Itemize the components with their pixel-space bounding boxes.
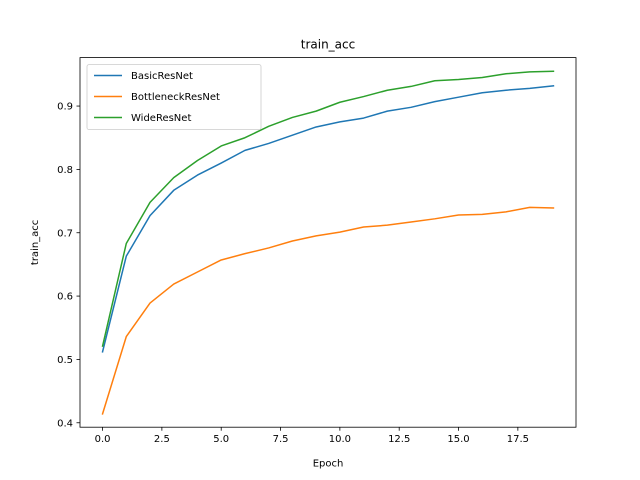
legend-box	[86, 64, 262, 130]
series-line-1	[101, 206, 555, 415]
y-tick-label: 0.5	[57, 355, 73, 366]
y-tick-label: 0.9	[57, 102, 73, 113]
legend-label-0: BasicResNet	[131, 71, 193, 82]
x-axis-ticks: 0.0 2.5 5.0 7.5 10.0 12.5 15.0 17.5	[95, 427, 529, 445]
y-axis-label: train_acc	[30, 220, 41, 265]
plot-frame	[79, 57, 577, 428]
x-axis-label: Epoch	[313, 459, 344, 470]
y-tick-label: 0.4	[57, 418, 73, 429]
y-tick-label: 0.6	[57, 292, 73, 303]
x-tick-label: 12.5	[388, 434, 410, 445]
plot-lines	[101, 70, 555, 415]
y-tick-label: 0.8	[57, 165, 73, 176]
x-tick-label: 15.0	[447, 434, 469, 445]
x-tick-label: 5.0	[213, 434, 229, 445]
x-tick-label: 10.0	[329, 434, 351, 445]
chart-title: train_acc	[301, 38, 355, 52]
y-axis-ticks: 0.4 0.5 0.6 0.7 0.8 0.9	[57, 102, 80, 429]
series-line-2	[101, 70, 555, 348]
x-tick-label: 17.5	[507, 434, 529, 445]
legend-label-2: WideResNet	[131, 113, 191, 124]
series-line-0	[101, 84, 555, 353]
y-tick-label: 0.7	[57, 228, 73, 239]
legend: BasicResNet BottleneckResNet WideResNet	[86, 64, 262, 130]
x-tick-label: 0.0	[95, 434, 111, 445]
legend-label-1: BottleneckResNet	[131, 92, 220, 103]
x-tick-label: 2.5	[154, 434, 170, 445]
x-tick-label: 7.5	[273, 434, 289, 445]
